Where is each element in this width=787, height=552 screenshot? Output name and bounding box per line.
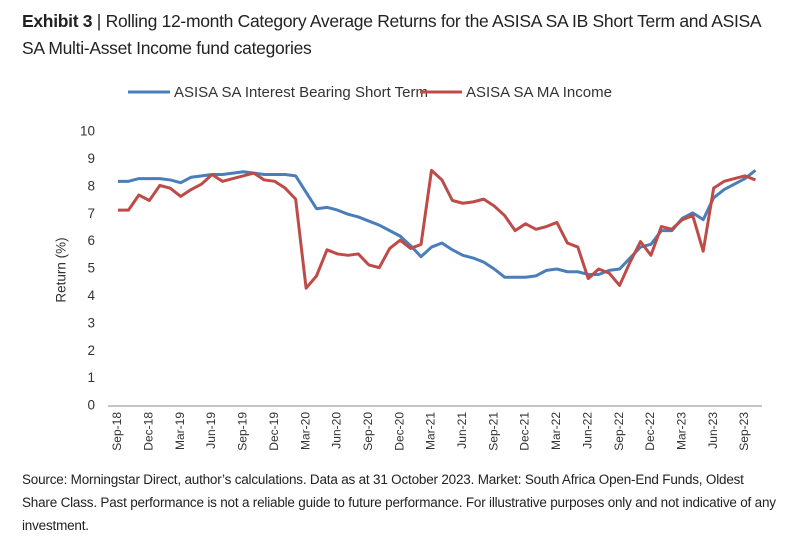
x-tick-label: Jun-20 <box>330 412 344 449</box>
y-tick-label: 6 <box>87 233 95 248</box>
chart-title: | Rolling 12-month Category Average Retu… <box>22 11 761 58</box>
series-line <box>118 168 756 290</box>
x-tick-label: Sep-23 <box>737 412 751 451</box>
x-tick-label: Jun-19 <box>204 412 218 449</box>
y-tick-label: 2 <box>87 343 95 358</box>
x-tick-label: Jun-21 <box>455 412 469 449</box>
x-tick-label: Sep-18 <box>110 412 124 451</box>
y-tick-label: 5 <box>87 261 95 276</box>
x-tick-label: Mar-23 <box>674 412 688 450</box>
x-tick-label: Dec-18 <box>142 412 156 451</box>
x-tick-label: Mar-20 <box>298 412 312 450</box>
y-tick-label: 1 <box>87 370 95 385</box>
x-tick-label: Mar-19 <box>173 412 187 450</box>
y-tick-label: 8 <box>87 178 95 193</box>
x-tick-label: Jun-23 <box>706 412 720 449</box>
y-tick-label: 4 <box>87 288 95 303</box>
legend-label: ASISA SA MA Income <box>466 84 612 101</box>
exhibit-label: Exhibit 3 <box>22 11 93 31</box>
x-tick-label: Dec-20 <box>392 412 406 451</box>
y-tick-label: 7 <box>87 206 95 221</box>
x-tick-label: Dec-19 <box>267 412 281 451</box>
x-tick-label: Sep-21 <box>486 412 500 451</box>
x-tick-label: Sep-20 <box>361 412 375 451</box>
x-tick-label: Dec-22 <box>643 412 657 451</box>
y-tick-label: 10 <box>80 124 95 139</box>
x-tick-label: Mar-21 <box>424 412 438 450</box>
y-tick-label: 0 <box>87 398 95 413</box>
x-tick-label: Dec-21 <box>518 412 532 451</box>
y-tick-label: 3 <box>87 315 95 330</box>
source-note: Source: Morningstar Direct, author’s cal… <box>22 472 776 533</box>
series-line <box>118 169 757 279</box>
x-tick-label: Sep-22 <box>612 412 626 451</box>
x-tick-label: Sep-19 <box>236 412 250 451</box>
legend-label: ASISA SA Interest Bearing Short Term <box>174 84 428 101</box>
x-tick-label: Jun-22 <box>580 412 594 449</box>
x-tick-label: Mar-22 <box>549 412 563 450</box>
chart: Return (%) 0 1 2 3 4 5 6 7 8 9 10 Sep-18 Dec-18 Mar-1… <box>54 84 762 451</box>
title-block: Exhibit 3 | Rolling 12-month Category Av… <box>22 8 782 62</box>
y-tick-label: 9 <box>87 151 95 166</box>
y-axis-label: Return (%) <box>54 237 69 302</box>
